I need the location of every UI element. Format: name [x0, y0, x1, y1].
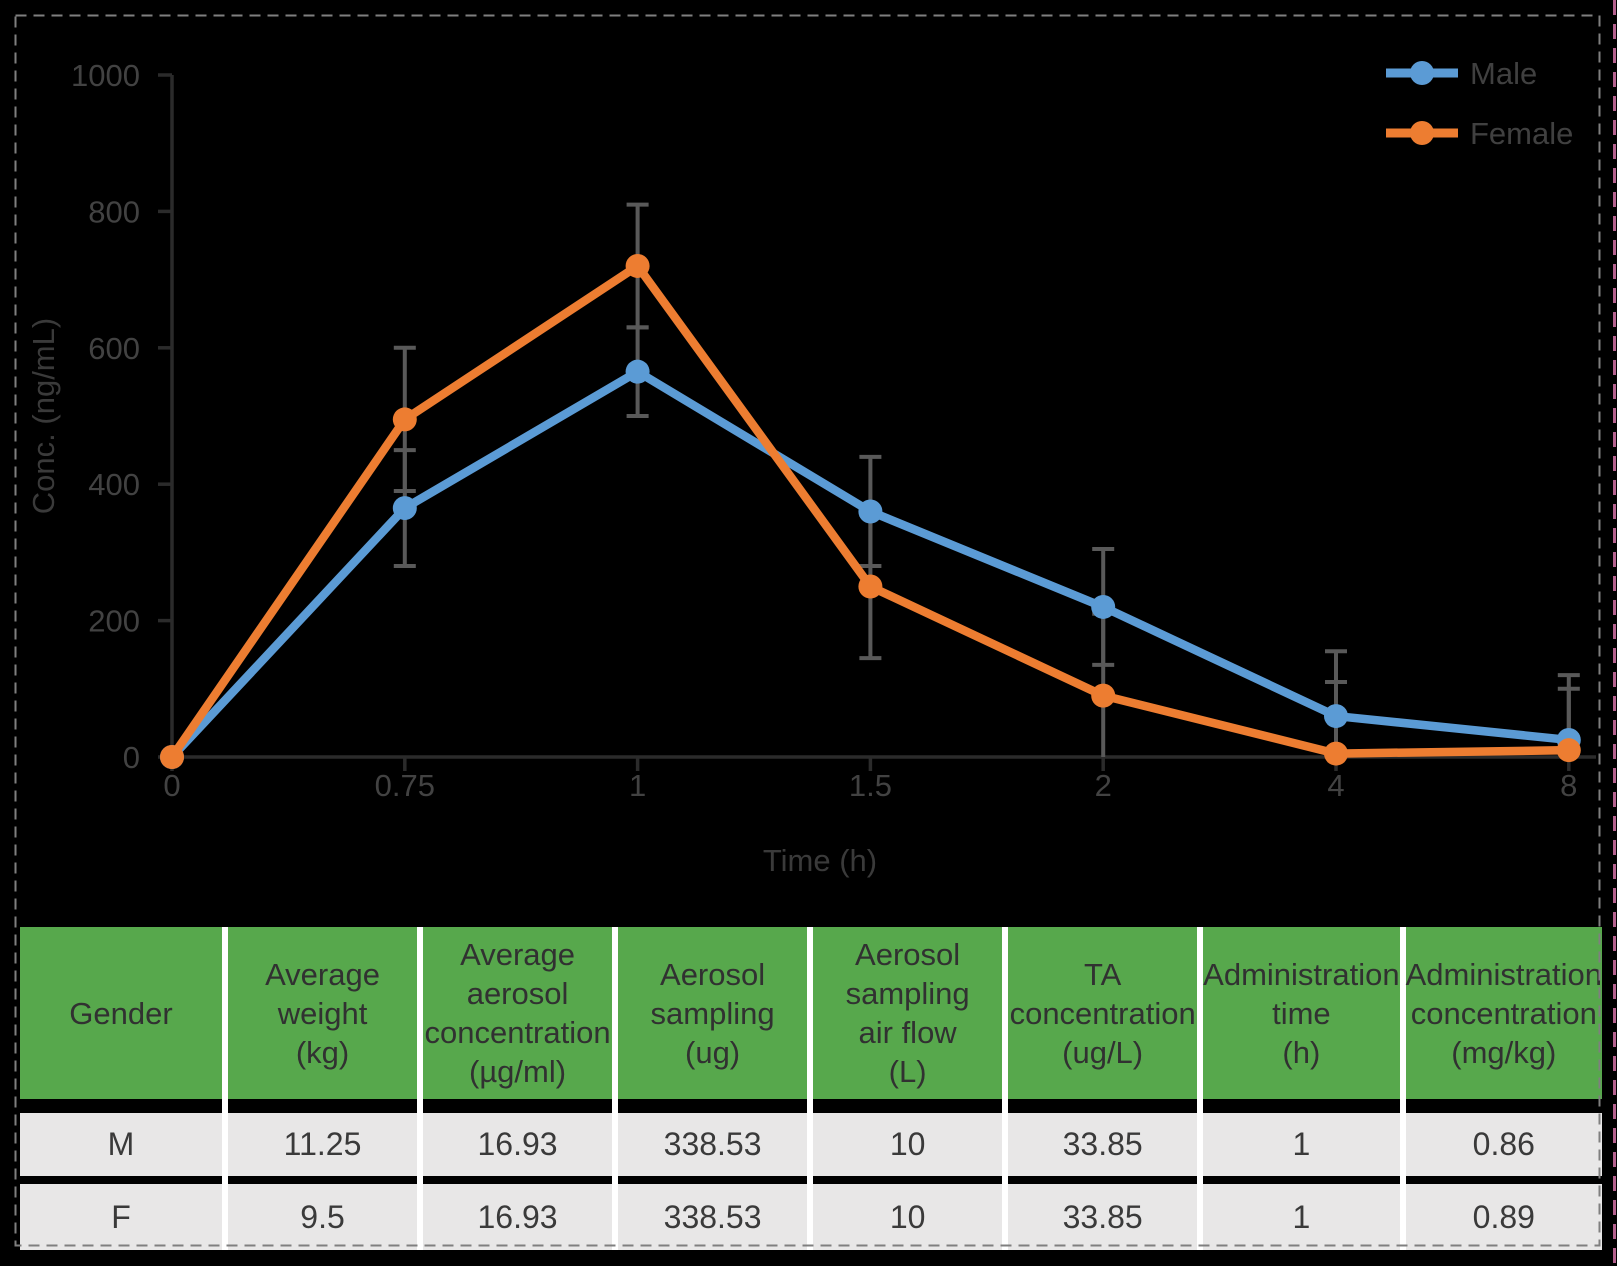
x-axis-tick-label: 1	[629, 768, 646, 803]
header-cell-ta-conc: TA concentration (ug/L)	[1008, 927, 1198, 1099]
row-divider	[1008, 1176, 1198, 1184]
legend-marker	[1410, 61, 1434, 85]
x-axis-title: Time (h)	[763, 843, 877, 878]
cell-male-gender: M	[20, 1113, 222, 1176]
x-axis-tick-label: 8	[1560, 768, 1577, 803]
concentration-time-chart: 0 200 400 600 800 1000 0 0.75 1 1.5 2 4 8 Conc. (ng/m…	[26, 56, 1596, 878]
row-divider	[1405, 1176, 1602, 1184]
data-point-female-4h	[1324, 741, 1348, 766]
cell-female-avg-aerosol-conc: 16.93	[423, 1184, 613, 1250]
cell-male-air-flow: 10	[813, 1113, 1003, 1176]
cell-male-ta-conc: 33.85	[1008, 1113, 1198, 1176]
cell-female-admin-time: 1	[1203, 1184, 1400, 1250]
row-divider	[1203, 1176, 1400, 1184]
cell-male-admin-conc: 0.86	[1405, 1113, 1602, 1176]
header-cell-admin-conc: Administration concentration (mg/kg)	[1405, 927, 1602, 1099]
legend: Male Female	[1386, 56, 1573, 151]
y-axis-tick-label: 600	[88, 331, 140, 366]
data-point-female-2h	[1091, 683, 1116, 708]
data-point-female-0h	[160, 745, 184, 769]
data-point-male-1h	[625, 359, 650, 384]
data-point-female-8h	[1556, 738, 1581, 763]
header-cell-avg-weight: Average weight (kg)	[228, 927, 418, 1099]
cell-female-gender: F	[20, 1184, 222, 1250]
cell-male-aerosol-sampling: 338.53	[618, 1113, 808, 1176]
x-axis-tick-label: 2	[1095, 768, 1112, 803]
data-point-male-2h	[1091, 594, 1116, 619]
data-point-male-0.75h	[392, 496, 417, 521]
error-bars	[393, 202, 1580, 757]
cell-male-avg-aerosol-conc: 16.93	[423, 1113, 613, 1176]
legend-label: Male	[1470, 56, 1537, 91]
y-axis-tick-label: 400	[88, 467, 140, 502]
row-divider	[228, 1176, 418, 1184]
x-axis-tick-label: 1.5	[849, 768, 892, 803]
header-cell-air-flow: Aerosol sampling air flow (L)	[813, 927, 1003, 1099]
x-axis-tick-labels: 0 0.75 1 1.5 2 4 8	[163, 768, 1577, 803]
cell-male-avg-weight: 11.25	[228, 1113, 418, 1176]
header-cell-aerosol-sampling: Aerosol sampling (ug)	[618, 927, 808, 1099]
row-divider	[20, 1176, 222, 1184]
data-point-male-1.5h	[858, 499, 883, 524]
legend-item-male: Male	[1386, 56, 1537, 91]
legend-item-female: Female	[1386, 116, 1573, 151]
row-divider	[618, 1099, 808, 1113]
row-divider	[423, 1099, 613, 1113]
cell-female-admin-conc: 0.89	[1405, 1184, 1602, 1250]
header-cell-gender: Gender	[20, 927, 222, 1099]
row-divider	[813, 1099, 1003, 1113]
header-cell-avg-aerosol-conc: Average aerosol concentration (µg/ml)	[423, 927, 613, 1099]
y-axis-tick-label: 200	[88, 604, 140, 639]
cell-female-air-flow: 10	[813, 1184, 1003, 1250]
data-point-female-1h	[625, 253, 650, 278]
legend-marker	[1410, 121, 1434, 145]
y-axis-tick-label: 1000	[71, 58, 140, 93]
x-axis-tick-label: 0.75	[375, 768, 435, 803]
cell-male-admin-time: 1	[1203, 1113, 1400, 1176]
row-divider	[20, 1099, 222, 1113]
cell-female-aerosol-sampling: 338.53	[618, 1184, 808, 1250]
axes	[158, 73, 1596, 771]
row-divider	[618, 1176, 808, 1184]
header-cell-admin-time: Administration time (h)	[1203, 927, 1400, 1099]
row-divider	[1008, 1099, 1198, 1113]
row-divider	[228, 1099, 418, 1113]
data-point-female-0.75h	[392, 407, 417, 432]
y-axis-tick-label: 800	[88, 194, 140, 229]
x-axis-tick-label: 0	[163, 768, 180, 803]
y-axis-tick-label: 0	[123, 740, 140, 775]
y-axis-tick-labels: 0 200 400 600 800 1000	[71, 58, 140, 775]
data-point-female-1.5h	[858, 574, 883, 599]
row-divider	[1203, 1099, 1400, 1113]
summary-table: Gender Average weight (kg) Average aeros…	[20, 927, 1602, 1250]
row-divider	[1405, 1099, 1602, 1113]
x-axis-tick-label: 4	[1327, 768, 1344, 803]
cell-female-avg-weight: 9.5	[228, 1184, 418, 1250]
y-axis-title: Conc. (ng/mL)	[26, 318, 61, 514]
data-point-male-4h	[1324, 704, 1348, 729]
legend-label: Female	[1470, 116, 1573, 151]
cell-female-ta-conc: 33.85	[1008, 1184, 1198, 1250]
row-divider	[423, 1176, 613, 1184]
row-divider	[813, 1176, 1003, 1184]
